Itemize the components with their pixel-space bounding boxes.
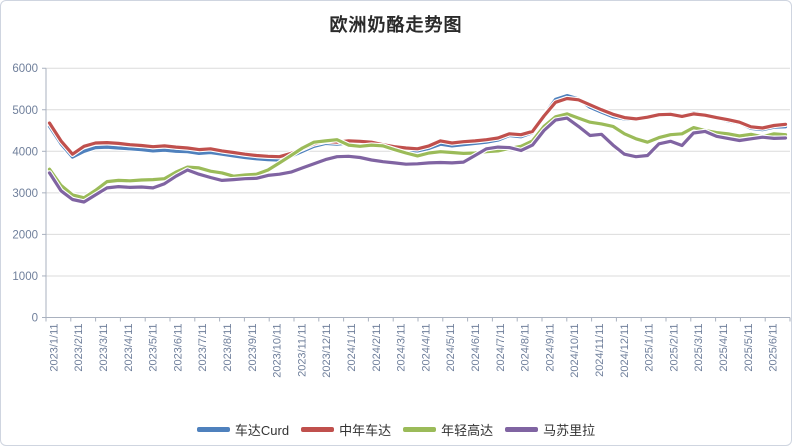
legend-label-cheddar-curd: 车达Curd: [234, 423, 290, 438]
y-axis-label-2000: 2000: [12, 229, 38, 241]
y-axis-label-3000: 3000: [12, 188, 38, 200]
series-line-年轻高达: [47, 112, 788, 200]
x-axis-label-2024/8/11: 2024/8/11: [520, 324, 532, 372]
x-axis-label-2024/12/11: 2024/12/11: [619, 324, 631, 378]
x-axis-label-2023/11/11: 2023/11/11: [296, 324, 308, 377]
x-axis-label-2024/6/11: 2024/6/11: [470, 323, 482, 371]
legend-item-cheddar-curd: 车达Curd: [193, 420, 293, 439]
chart-title: 欧洲奶酪走势图: [329, 15, 463, 35]
x-axis-label-2024/10/11: 2024/10/11: [569, 324, 581, 378]
x-axis-label-2023/6/11: 2023/6/11: [172, 324, 184, 372]
legend-swatch-cheddar-curd: [196, 427, 230, 432]
x-axis-label-2023/8/11: 2023/8/11: [222, 324, 234, 372]
series-line-中年车达: [47, 96, 788, 159]
x-axis-label-2025/2/11: 2025/2/11: [668, 324, 680, 372]
legend-label-middle-aged-cheddar: 中年车达: [339, 423, 392, 438]
legend-label-mozzarella: 马苏里拉: [543, 423, 596, 438]
series-line-马苏里拉: [47, 116, 788, 204]
legend-swatch-young-gouda: [403, 427, 437, 432]
legend-item-middle-aged-cheddar: 中年车达: [297, 420, 395, 439]
y-axis-label-6000: 6000: [12, 63, 38, 75]
x-axis-label-2023/3/11: 2023/3/11: [98, 324, 110, 372]
x-axis-label-2023/5/11: 2023/5/11: [148, 324, 160, 372]
x-axis-label-2025/1/11: 2025/1/11: [644, 324, 656, 372]
x-axis-label-2023/7/11: 2023/7/11: [197, 324, 209, 372]
x-axis-label-2023/10/11: 2023/10/11: [272, 324, 284, 378]
y-axis-label-0: 0: [32, 313, 38, 325]
x-axis-label-2024/1/11: 2024/1/11: [346, 324, 358, 372]
legend-swatch-mozzarella: [505, 427, 539, 432]
x-axis-label-2024/4/11: 2024/4/11: [420, 324, 432, 372]
x-axis-label-2024/7/11: 2024/7/11: [495, 324, 507, 372]
x-axis-label-2024/11/11: 2024/11/11: [594, 324, 606, 377]
series-halo-3: [46, 115, 789, 205]
x-axis-label-2024/5/11: 2024/5/11: [445, 324, 457, 372]
legend-item-young-gouda: 年轻高达: [399, 420, 497, 439]
x-axis-label-2024/2/11: 2024/2/11: [371, 324, 383, 372]
x-axis-label-2025/3/11: 2025/3/11: [693, 324, 705, 372]
legend: 车达Curd 中年车达 年轻高达 马苏里拉: [1, 420, 791, 439]
x-axis-label-2025/4/11: 2025/4/11: [718, 324, 730, 372]
x-axis-label-2025/5/11: 2025/5/11: [743, 324, 755, 372]
x-axis-label-2023/12/11: 2023/12/11: [321, 324, 333, 378]
x-axis-label-2024/9/11: 2024/9/11: [544, 324, 556, 372]
x-axis-label-2025/6/11: 2025/6/11: [768, 324, 780, 372]
y-axis-label-1000: 1000: [12, 271, 38, 283]
y-axis-label-4000: 4000: [12, 146, 38, 158]
x-axis-label-2023/4/11: 2023/4/11: [123, 324, 135, 372]
legend-item-mozzarella: 马苏里拉: [501, 420, 599, 439]
x-axis-label-2024/3/11: 2024/3/11: [396, 324, 408, 372]
legend-swatch-middle-aged-cheddar: [301, 427, 335, 432]
legend-label-young-gouda: 年轻高达: [441, 423, 494, 438]
y-axis-label-5000: 5000: [12, 105, 38, 117]
x-axis-label-2023/2/11: 2023/2/11: [73, 324, 85, 372]
x-axis-label-2023/1/11: 2023/1/11: [48, 324, 60, 372]
x-axis-label-2023/9/11: 2023/9/11: [247, 324, 259, 372]
